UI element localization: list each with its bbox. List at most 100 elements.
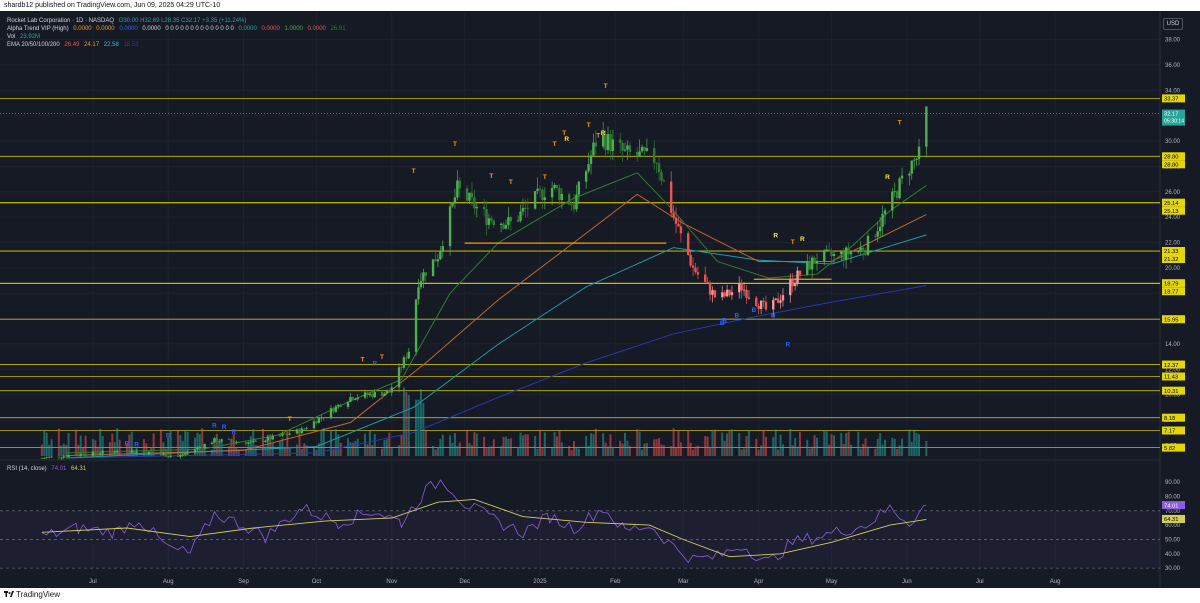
volume-bar: [453, 433, 456, 456]
candle-body: [832, 254, 836, 257]
candle-body: [470, 192, 474, 198]
candle-body: [721, 292, 724, 298]
candle-body: [130, 450, 133, 453]
volume-bar: [210, 449, 213, 456]
volume-bar: [604, 442, 607, 456]
volume-bar: [842, 444, 845, 456]
volume-bar: [908, 429, 911, 456]
chart-background: [0, 11, 1200, 588]
legend-row-alpha[interactable]: Alpha Trend VIP (High) 0.0000 0.0000 0.0…: [7, 25, 346, 33]
volume-bar: [470, 445, 473, 456]
rsi-y-tick-label: 30.00: [1165, 566, 1181, 572]
candle-body: [499, 223, 503, 226]
candle-body: [261, 440, 265, 442]
volume-bar: [825, 431, 828, 456]
candle-body: [917, 146, 921, 160]
volume-bar: [867, 446, 870, 456]
volume-bar: [709, 447, 712, 456]
level-price-tag-label: 21.32: [1164, 257, 1179, 263]
volume-bar: [286, 429, 289, 456]
signal-label: T: [288, 416, 292, 423]
candle-body: [738, 283, 741, 293]
candle-body: [912, 159, 916, 161]
volume-bar: [575, 446, 578, 456]
volume-bar: [456, 446, 459, 456]
candle-body: [254, 440, 257, 442]
candle-body: [356, 397, 359, 400]
volume-bar: [619, 440, 622, 456]
volume-bar: [626, 440, 629, 456]
volume-bar: [281, 438, 284, 456]
candle-body: [618, 139, 622, 143]
candle-body: [587, 164, 590, 172]
volume-bar: [879, 433, 882, 456]
volume-bar: [193, 437, 196, 456]
volume-bar: [417, 399, 420, 456]
signal-label: T: [489, 173, 493, 180]
signal-label: T: [509, 179, 513, 186]
symbol-title[interactable]: Rocket Lab Corporation · 1D · NASDAQ: [7, 18, 115, 24]
candle-body: [730, 292, 734, 296]
candle-body: [135, 451, 138, 453]
volume-bar: [487, 446, 490, 456]
volume-bar: [111, 433, 114, 456]
candle-body: [346, 401, 350, 407]
candle-body: [113, 452, 116, 454]
candle-body: [915, 159, 918, 160]
candle-body: [691, 265, 695, 268]
volume-bar: [400, 434, 403, 456]
volume-bar: [405, 392, 408, 456]
candle-body: [878, 226, 882, 232]
volume-bar: [524, 434, 527, 456]
volume-bar: [864, 438, 867, 456]
alpha-value: 0.0000: [261, 26, 280, 32]
candle-body: [742, 289, 746, 291]
rsi-legend[interactable]: RSI (14, close) 74.01 64.31: [7, 466, 86, 472]
level-price-tag: [1162, 372, 1185, 381]
volume-bar: [330, 429, 333, 456]
candle-body: [162, 454, 165, 455]
volume-bar: [366, 444, 369, 456]
volume-bar: [424, 430, 427, 456]
legend-row-symbol: Rocket Lab Corporation · 1D · NASDAQ O30…: [7, 17, 246, 25]
currency-button[interactable]: USD: [1163, 18, 1183, 30]
volume-bar: [643, 443, 646, 456]
volume-bar: [704, 436, 707, 456]
volume-bar: [898, 445, 901, 456]
volume-bar: [573, 441, 575, 456]
level-price-tag-label: 21.33: [1164, 249, 1179, 255]
candle-body: [798, 270, 802, 275]
y-tick-label: 10.00: [1165, 393, 1181, 399]
candle-body: [660, 172, 663, 181]
ema20-value: 26.49: [64, 42, 80, 48]
candle-body: [638, 151, 641, 156]
candle-body: [436, 259, 440, 262]
candle-body: [371, 393, 374, 398]
alpha-value: 0.0000: [119, 26, 138, 32]
candle-body: [84, 455, 87, 457]
volume-bar: [298, 428, 301, 456]
volume-bar: [198, 434, 201, 456]
legend-row-vol[interactable]: Vol 23.92M: [7, 33, 40, 41]
candle-body: [81, 454, 85, 456]
level-price-tag: [1162, 279, 1185, 288]
footer-brand: TradingView: [16, 590, 61, 599]
candle-body: [621, 142, 624, 151]
level-price-tag-label: 25.14: [1164, 201, 1179, 207]
candle-body: [677, 223, 680, 227]
volume-bar: [422, 402, 425, 456]
candle-body: [521, 207, 525, 212]
signal-label: T: [380, 354, 384, 361]
y-tick-label: 20.00: [1165, 266, 1181, 272]
volume-bar: [419, 389, 422, 456]
candle-body: [606, 133, 610, 151]
volume-bar: [364, 433, 367, 456]
candle-body: [808, 261, 811, 270]
candle-body: [806, 261, 809, 275]
candle-body: [167, 456, 170, 458]
volume-bar: [483, 436, 486, 456]
legend-row-ema[interactable]: EMA 20/50/100/200 26.49 24.17 22.58 18.5…: [7, 41, 138, 49]
volume-bar: [91, 439, 94, 456]
